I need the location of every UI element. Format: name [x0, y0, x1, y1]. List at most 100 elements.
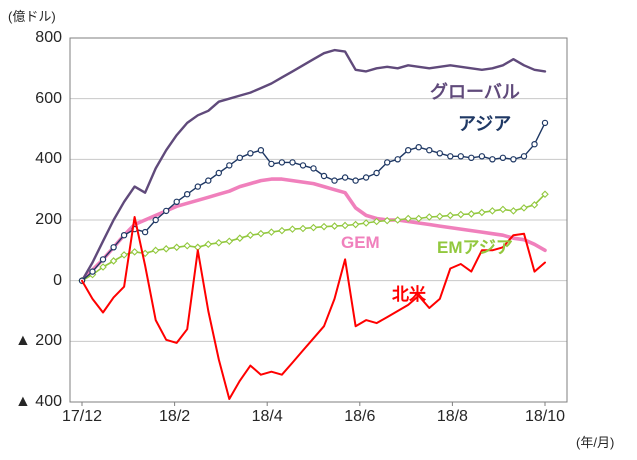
- marker-asia: [468, 154, 475, 161]
- marker-asia: [299, 162, 307, 169]
- marker-asia: [110, 244, 117, 251]
- series-label-gem: GEM: [341, 233, 380, 252]
- marker-asia: [173, 198, 180, 205]
- marker-asia: [510, 156, 517, 163]
- plot-border: [69, 37, 568, 403]
- marker-em_asia: [372, 217, 381, 226]
- marker-em_asia: [257, 229, 265, 238]
- marker-em_asia: [509, 207, 518, 215]
- marker-asia: [162, 207, 170, 215]
- marker-em_asia: [151, 246, 160, 255]
- series-label-asia: アジア: [458, 114, 512, 134]
- series-line-north_america: [81, 216, 546, 400]
- marker-em_asia: [541, 190, 549, 198]
- marker-em_asia: [246, 231, 255, 239]
- marker-asia: [520, 153, 528, 160]
- marker-asia: [141, 228, 149, 236]
- marker-em_asia: [530, 201, 539, 209]
- marker-asia: [415, 143, 422, 151]
- marker-em_asia: [393, 216, 402, 224]
- y-tick-label: ▲ 400: [15, 393, 62, 410]
- marker-em_asia: [109, 257, 118, 265]
- marker-em_asia: [404, 214, 412, 223]
- marker-asia: [405, 146, 412, 154]
- marker-asia: [352, 177, 359, 184]
- marker-em_asia: [215, 238, 223, 247]
- marker-em_asia: [425, 213, 434, 221]
- marker-em_asia: [236, 234, 244, 242]
- marker-asia: [152, 216, 159, 224]
- series-label-north-america: 北米: [392, 285, 426, 304]
- series-label-em-asia: EMアジア: [437, 238, 513, 257]
- y-tick-label: 0: [53, 271, 62, 289]
- marker-em_asia: [341, 221, 349, 230]
- marker-asia: [247, 150, 254, 157]
- marker-asia: [257, 146, 265, 154]
- marker-asia: [289, 159, 296, 166]
- marker-em_asia: [383, 216, 391, 225]
- x-tick-label: 18/10: [524, 408, 566, 425]
- series-line-global: [80, 48, 547, 282]
- marker-em_asia: [414, 214, 423, 223]
- x-tick-label: 17/12: [61, 408, 103, 425]
- y-tick-label: 400: [35, 150, 62, 168]
- marker-asia: [489, 156, 496, 163]
- marker-asia: [183, 190, 191, 198]
- marker-em_asia: [172, 243, 181, 252]
- marker-em_asia: [99, 263, 107, 271]
- marker-asia: [394, 156, 401, 163]
- marker-em_asia: [457, 210, 465, 219]
- marker-em_asia: [288, 225, 297, 233]
- x-tick-label: 18/8: [436, 408, 468, 425]
- marker-asia: [89, 268, 96, 275]
- marker-em_asia: [330, 222, 339, 230]
- marker-em_asia: [278, 226, 286, 235]
- y-axis-labels: 800 600 400 200 0 ▲ 200 ▲ 400: [0, 0, 62, 460]
- marker-em_asia: [478, 208, 486, 217]
- marker-asia: [373, 169, 380, 177]
- marker-asia: [499, 154, 507, 161]
- marker-em_asia: [320, 222, 328, 231]
- marker-asia: [194, 183, 201, 190]
- marker-em_asia: [309, 223, 318, 232]
- marker-em_asia: [488, 207, 497, 215]
- y-tick-label: 600: [35, 89, 62, 107]
- marker-asia: [205, 177, 212, 184]
- marker-em_asia: [467, 210, 476, 218]
- x-tick-label: 18/2: [159, 408, 191, 425]
- marker-em_asia: [446, 211, 455, 220]
- marker-asia: [331, 177, 338, 184]
- marker-em_asia: [351, 220, 360, 229]
- marker-asia: [384, 159, 391, 166]
- marker-asia: [341, 174, 349, 181]
- marker-asia: [478, 153, 486, 160]
- marker-em_asia: [120, 251, 128, 259]
- marker-em_asia: [499, 205, 507, 214]
- marker-asia: [531, 140, 538, 148]
- marker-asia: [310, 165, 317, 172]
- marker-asia: [426, 146, 433, 154]
- marker-em_asia: [130, 248, 139, 256]
- marker-asia: [99, 256, 107, 263]
- marker-asia: [362, 174, 370, 181]
- x-axis-unit-label: (年/月): [576, 435, 615, 450]
- marker-asia: [215, 169, 222, 177]
- marker-em_asia: [162, 245, 170, 253]
- marker-em_asia: [299, 224, 307, 233]
- y-axis-unit-label: (億ドル): [8, 9, 56, 24]
- marker-em_asia: [183, 242, 192, 250]
- x-tick-label: 18/4: [251, 408, 283, 425]
- marker-em_asia: [520, 204, 528, 212]
- y-tick-label: 200: [35, 211, 62, 228]
- marker-em_asia: [267, 228, 276, 236]
- marker-asia: [447, 153, 454, 160]
- marker-asia: [268, 160, 275, 168]
- marker-em_asia: [204, 240, 213, 249]
- marker-asia: [457, 153, 464, 160]
- marker-asia: [541, 119, 549, 127]
- marker-asia: [320, 172, 328, 180]
- y-tick-label: ▲ 200: [15, 332, 62, 350]
- marker-asia: [278, 159, 286, 166]
